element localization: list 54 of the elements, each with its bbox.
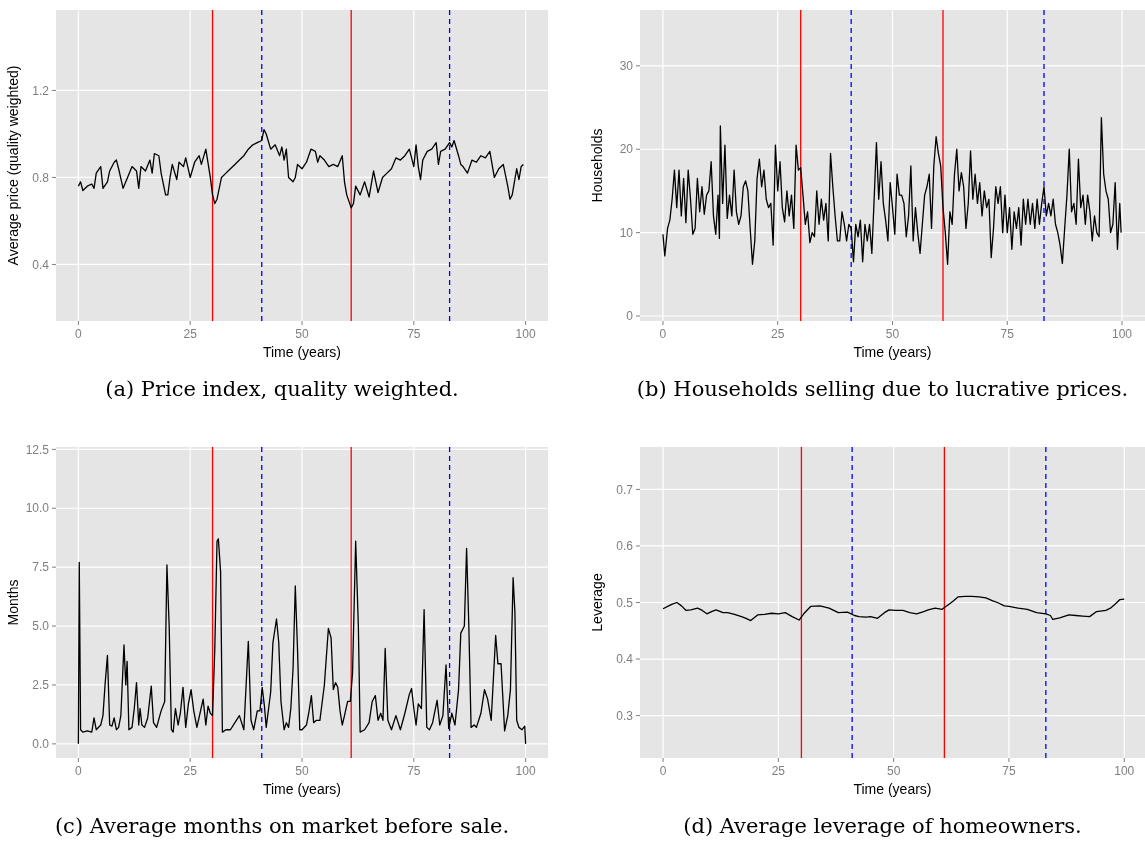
y-tick-label: 0.4 — [32, 257, 50, 272]
y-axis-title: Average price (quality weighted) — [5, 65, 21, 266]
y-tick-label: 20 — [619, 142, 634, 157]
x-tick-label: 50 — [886, 764, 901, 778]
y-tick-label: 0.6 — [616, 539, 634, 554]
y-tick-label: 0.0 — [32, 737, 50, 752]
line-series — [77, 538, 527, 745]
y-tick-label: 30 — [619, 59, 634, 74]
y-tick-label: 0.5 — [616, 595, 634, 610]
x-tick-label: 75 — [1000, 327, 1015, 341]
y-tick-label: 0.8 — [32, 170, 50, 185]
y-tick-label: 1.2 — [32, 83, 50, 98]
y-tick-label: 2.5 — [32, 678, 50, 693]
line-series — [662, 116, 1122, 265]
line-series — [662, 595, 1125, 622]
x-tick-label: 25 — [771, 764, 786, 778]
x-axis-title: Time (years) — [262, 781, 342, 797]
y-tick-label: 7.5 — [32, 560, 50, 575]
x-tick-label: 100 — [515, 327, 536, 341]
y-tick-label: 0.4 — [616, 652, 634, 667]
text: (d) Average leverage of homeowners. — [683, 814, 1082, 838]
text: (c) Average months on market before sale. — [54, 814, 510, 838]
x-tick-label: 50 — [295, 764, 309, 778]
y-axis-title: Months — [5, 579, 21, 626]
text: (b) Households selling due to lucrative prices. — [636, 377, 1129, 401]
x-axis-title: Time (years) — [853, 344, 932, 360]
y-tick-label: 0 — [626, 309, 634, 324]
x-tick-label: 0 — [75, 327, 83, 341]
line-series — [77, 128, 525, 209]
y-tick-label: 12.5 — [25, 442, 50, 457]
y-tick-label: 0.7 — [616, 482, 634, 497]
x-tick-label: 50 — [885, 327, 900, 341]
x-tick-label: 25 — [183, 764, 198, 778]
x-tick-label: 75 — [407, 327, 421, 341]
text: (a) Price index, quality weighted. — [105, 377, 459, 401]
y-tick-label: 10.0 — [25, 501, 50, 516]
x-tick-label: 0 — [75, 764, 83, 778]
x-tick-label: 75 — [1002, 764, 1016, 778]
y-tick-label: 0.3 — [616, 708, 634, 723]
x-tick-label: 50 — [295, 327, 309, 341]
x-tick-label: 75 — [407, 764, 421, 778]
x-tick-label: 25 — [183, 327, 198, 341]
x-tick-label: 0 — [659, 327, 667, 341]
x-axis-title: Time (years) — [262, 344, 342, 360]
x-tick-label: 0 — [659, 764, 667, 778]
x-tick-label: 100 — [1114, 764, 1135, 778]
x-tick-label: 100 — [515, 764, 536, 778]
y-tick-label: 10 — [619, 225, 634, 240]
y-tick-label: 5.0 — [32, 619, 50, 634]
y-axis-title: Households — [589, 128, 605, 203]
x-axis-title: Time (years) — [853, 781, 932, 797]
x-tick-label: 25 — [771, 327, 785, 341]
x-tick-label: 100 — [1112, 327, 1133, 341]
y-axis-title: Leverage — [589, 573, 605, 632]
